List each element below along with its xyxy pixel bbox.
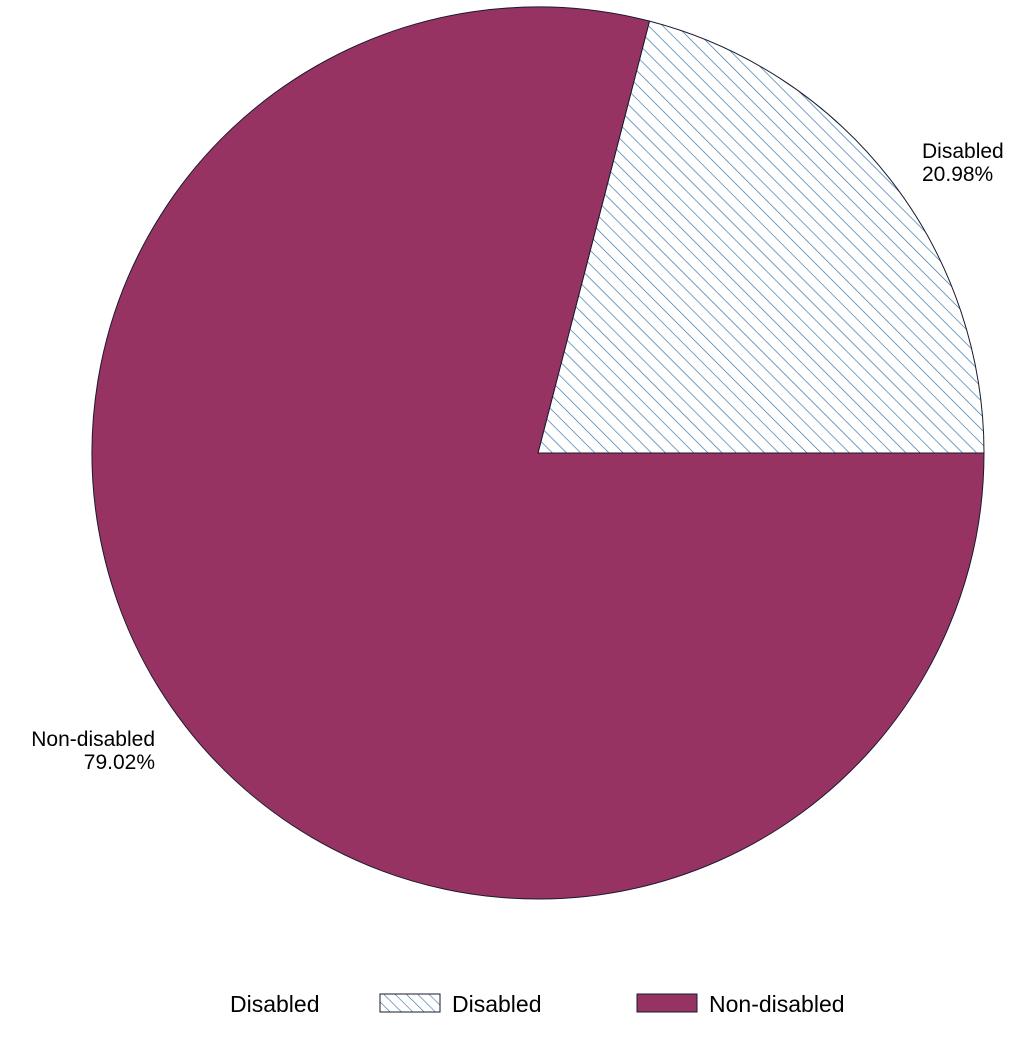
pie-slices — [91, 6, 985, 900]
legend-label-disabled: Disabled — [452, 991, 542, 1017]
legend-swatch-non-disabled — [636, 993, 698, 1013]
slice-label-non-disabled-name: Non-disabled — [31, 728, 155, 751]
slice-label-non-disabled-value: 79.02% — [84, 751, 155, 774]
legend-label-non-disabled: Non-disabled — [709, 991, 845, 1017]
legend-title: Disabled — [230, 991, 320, 1017]
pie-slice-disabled — [537, 20, 985, 454]
slice-label-disabled-name: Disabled — [922, 140, 1004, 163]
pie-slice-non-disabled — [91, 6, 985, 900]
legend: Disabled Disabled Non-disabled — [230, 991, 845, 1017]
slice-label-non-disabled: Non-disabled 79.02% — [31, 728, 155, 774]
legend-swatch-disabled — [379, 993, 441, 1013]
slice-label-disabled: Disabled 20.98% — [922, 140, 1004, 186]
slice-label-disabled-value: 20.98% — [922, 163, 993, 186]
